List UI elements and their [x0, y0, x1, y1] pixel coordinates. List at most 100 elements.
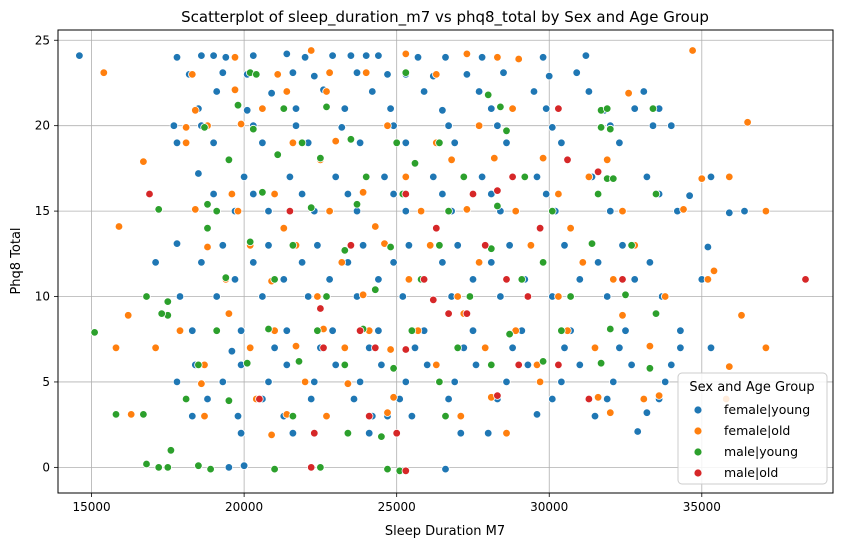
data-point — [230, 53, 240, 62]
data-point — [267, 88, 276, 98]
data-point — [139, 157, 148, 166]
data-point — [224, 463, 234, 472]
data-point — [487, 360, 496, 370]
data-point — [419, 87, 429, 96]
data-point — [740, 206, 749, 216]
data-point — [453, 343, 462, 352]
data-point — [645, 364, 655, 373]
data-point — [191, 205, 200, 214]
data-point — [548, 394, 557, 404]
data-point — [554, 189, 563, 199]
data-point — [258, 292, 267, 301]
data-point — [163, 297, 172, 306]
data-point — [337, 258, 346, 267]
data-point — [172, 138, 182, 147]
data-point — [175, 292, 185, 301]
data-point — [667, 360, 676, 370]
data-point — [661, 377, 670, 387]
data-point — [316, 463, 325, 472]
data-point — [285, 206, 295, 216]
data-point — [423, 360, 432, 370]
data-point — [517, 275, 526, 284]
data-point — [365, 429, 374, 438]
data-point — [621, 290, 630, 299]
data-point — [761, 343, 771, 352]
data-point — [401, 466, 410, 475]
legend-title: Sex and Age Group — [689, 380, 814, 395]
data-point — [737, 311, 746, 320]
data-point — [502, 275, 511, 284]
data-point — [362, 51, 371, 60]
data-point — [325, 68, 334, 77]
data-point — [377, 432, 386, 441]
data-points — [75, 46, 810, 475]
data-point — [410, 159, 420, 168]
data-point — [355, 377, 365, 387]
data-point — [239, 461, 249, 470]
data-point — [438, 189, 447, 199]
data-point — [639, 87, 648, 96]
data-point — [584, 394, 594, 404]
data-point — [581, 51, 591, 60]
data-point — [285, 172, 295, 182]
data-point — [139, 410, 148, 419]
data-point — [331, 136, 340, 146]
data-point — [142, 459, 151, 469]
data-point — [618, 206, 627, 216]
data-point — [538, 258, 548, 267]
data-point — [319, 343, 328, 352]
data-point — [368, 87, 377, 96]
data-point — [709, 266, 719, 276]
data-point — [258, 188, 267, 197]
data-point — [264, 377, 273, 387]
data-point — [383, 70, 392, 79]
data-point — [365, 411, 374, 421]
data-point — [606, 324, 615, 334]
data-point — [355, 138, 365, 147]
data-point — [413, 53, 423, 62]
data-point — [410, 343, 420, 352]
data-point — [462, 309, 472, 318]
data-point — [249, 258, 258, 267]
data-point — [496, 102, 505, 112]
data-point — [172, 53, 182, 62]
data-point — [282, 360, 291, 370]
data-point — [154, 205, 163, 214]
data-point — [801, 275, 810, 284]
data-point — [264, 241, 273, 250]
data-point — [212, 87, 221, 96]
data-point — [175, 326, 185, 335]
data-point — [291, 104, 301, 113]
data-point — [236, 326, 246, 335]
data-point — [279, 223, 288, 233]
data-point — [233, 100, 243, 110]
legend-marker — [693, 468, 703, 478]
data-point — [493, 53, 502, 62]
data-point — [227, 189, 237, 199]
data-point — [386, 104, 395, 113]
data-point — [328, 326, 337, 335]
data-point — [157, 309, 166, 318]
data-point — [322, 292, 331, 301]
data-point — [529, 87, 539, 96]
data-point — [703, 275, 713, 284]
data-point — [499, 68, 508, 77]
data-point — [538, 153, 548, 163]
legend: Sex and Age Group female|young female|old… — [677, 372, 828, 485]
data-point — [346, 135, 356, 144]
data-point — [593, 189, 603, 199]
data-point — [374, 51, 383, 60]
data-point — [542, 189, 551, 199]
data-point — [514, 360, 523, 370]
data-point — [630, 104, 639, 113]
data-point — [352, 200, 362, 209]
data-point — [426, 241, 435, 250]
data-point — [493, 391, 502, 400]
legend-marker — [693, 447, 703, 457]
data-point — [743, 118, 752, 127]
data-point — [554, 292, 563, 301]
x-tick-label: 20000 — [225, 500, 263, 514]
data-point — [484, 429, 493, 438]
data-point — [502, 138, 511, 147]
data-point — [270, 275, 279, 284]
